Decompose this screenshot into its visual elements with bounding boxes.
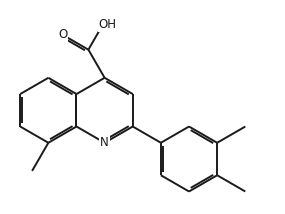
Text: N: N bbox=[100, 136, 109, 149]
Text: OH: OH bbox=[98, 18, 116, 31]
Text: O: O bbox=[58, 28, 68, 41]
